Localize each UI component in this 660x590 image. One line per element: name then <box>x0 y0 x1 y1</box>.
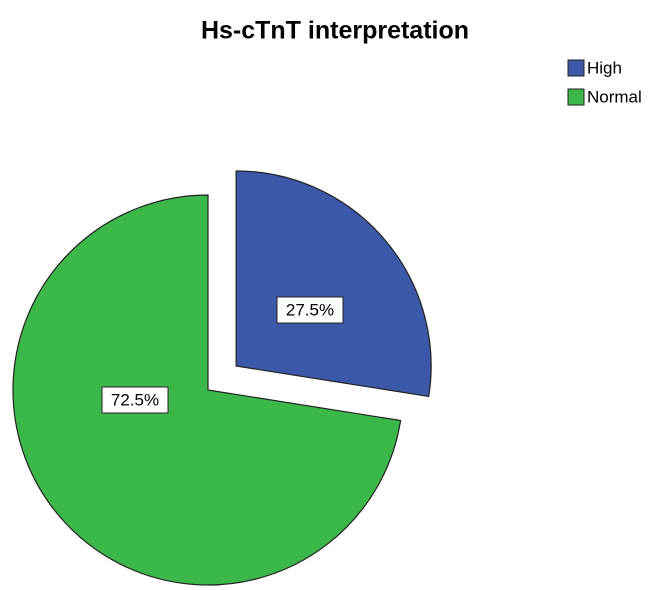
legend-swatch <box>567 88 585 106</box>
data-label: 27.5% <box>286 300 334 319</box>
legend-label: High <box>587 58 622 77</box>
pie-slice <box>235 170 432 398</box>
chart-title: Hs-cTnT interpretation <box>201 17 469 45</box>
label-box <box>101 386 169 414</box>
label-box <box>276 296 344 324</box>
pie-slice <box>12 194 402 586</box>
legend-label: Normal <box>587 87 642 106</box>
data-label: 72.5% <box>111 390 159 409</box>
legend-swatch <box>567 59 585 77</box>
